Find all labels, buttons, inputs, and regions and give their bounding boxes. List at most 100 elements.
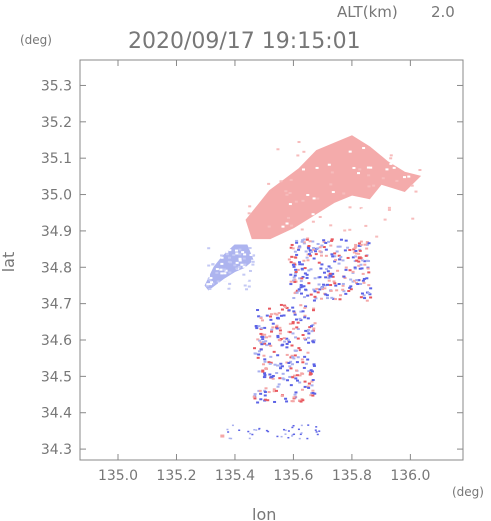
echo-cell [268, 362, 272, 365]
echo-cell [294, 391, 298, 394]
echo-cell [301, 399, 305, 402]
echo-cell [365, 299, 369, 302]
echo-cell [270, 328, 274, 331]
echo-cell [251, 259, 255, 262]
echo-cell [341, 282, 345, 285]
echo-cell [365, 243, 369, 246]
echo-cell [284, 190, 288, 193]
echo-cell [333, 255, 337, 258]
echo-cell [347, 290, 351, 293]
echo-cell [243, 263, 247, 266]
echo-cell [367, 242, 371, 245]
echo-cell [330, 171, 334, 174]
echo-cell [257, 370, 261, 373]
echo-cell [256, 309, 260, 312]
echo-cell [283, 169, 287, 172]
echo-cell [313, 228, 317, 231]
echo-cell [299, 310, 303, 313]
echo-cell [417, 158, 421, 161]
echo-cell [299, 304, 303, 307]
echo-cell [285, 342, 289, 345]
echo-cell [367, 185, 371, 188]
echo-cell [332, 297, 336, 300]
echo-cell [359, 263, 363, 266]
echo-cell [322, 283, 326, 286]
echo-cell [294, 349, 298, 352]
echo-cell [338, 258, 342, 261]
echo-cell [329, 284, 333, 287]
echo-cell [290, 400, 294, 403]
echo-cell [294, 200, 298, 203]
echo-cell [210, 281, 214, 284]
echo-cell [258, 339, 262, 342]
echo-cell [302, 337, 306, 340]
echo-cell [297, 347, 301, 350]
echo-cell [324, 254, 328, 257]
echo-cell [258, 427, 261, 430]
y-tick-label: 35.2 [41, 115, 72, 131]
echo-cell [268, 343, 272, 346]
y-tick-label: 35.1 [41, 151, 72, 167]
echo-cell [327, 163, 331, 166]
echo-cell [259, 317, 263, 320]
echo-cell [344, 268, 348, 271]
echo-cell [358, 267, 362, 270]
echo-cell [369, 287, 373, 290]
echo-cell [216, 280, 220, 283]
echo-cell [375, 235, 379, 238]
echo-cell [342, 192, 346, 195]
echo-cell [285, 193, 289, 196]
echo-cell [302, 150, 306, 153]
echo-cell [261, 319, 265, 322]
echo-cell [292, 262, 296, 265]
echo-cell [302, 241, 306, 244]
echo-cell [364, 254, 368, 257]
echo-cell [274, 326, 278, 329]
echo-cell [307, 424, 310, 426]
echo-cell [261, 369, 265, 372]
echo-cell [339, 238, 343, 241]
echo-cell [324, 293, 328, 296]
echo-cell [300, 228, 304, 231]
echo-cell [299, 280, 303, 283]
echo-cell [289, 356, 293, 359]
echo-cell [251, 260, 255, 263]
echo-cell [362, 281, 366, 284]
echo-cell [410, 184, 414, 187]
echo-cell [359, 207, 363, 210]
echo-cell [278, 326, 282, 329]
echo-cell [301, 168, 305, 171]
echo-cell [235, 267, 239, 270]
echo-cell [234, 249, 238, 252]
echo-cell [300, 424, 303, 427]
echo-cell [303, 314, 307, 317]
echo-cell [280, 365, 284, 368]
echo-cell [288, 192, 292, 195]
echo-cell [282, 428, 285, 431]
echo-cell [289, 280, 293, 283]
echo-cell [237, 266, 241, 269]
echo-cell [247, 285, 251, 288]
echo-cell [327, 279, 331, 282]
echo-cell [300, 358, 304, 361]
echo-cell [218, 252, 222, 255]
echo-cell [290, 163, 294, 166]
echo-cell [319, 267, 323, 270]
echo-cell [260, 327, 264, 330]
echo-cell [300, 267, 304, 270]
echo-cell [206, 256, 210, 259]
echo-cell [337, 283, 341, 286]
echo-cell [238, 257, 242, 260]
echo-cell [287, 258, 291, 261]
echo-cell [311, 213, 315, 216]
echo-cell [341, 259, 345, 262]
echo-cell [249, 282, 253, 285]
echo-cell [273, 363, 277, 366]
echo-cell [290, 354, 294, 357]
echo-cell [320, 286, 324, 289]
echo-cell [275, 324, 279, 327]
echo-cell [247, 212, 251, 215]
echo-cell [260, 336, 264, 339]
echo-cell [286, 379, 290, 382]
echo-cell [299, 292, 303, 295]
